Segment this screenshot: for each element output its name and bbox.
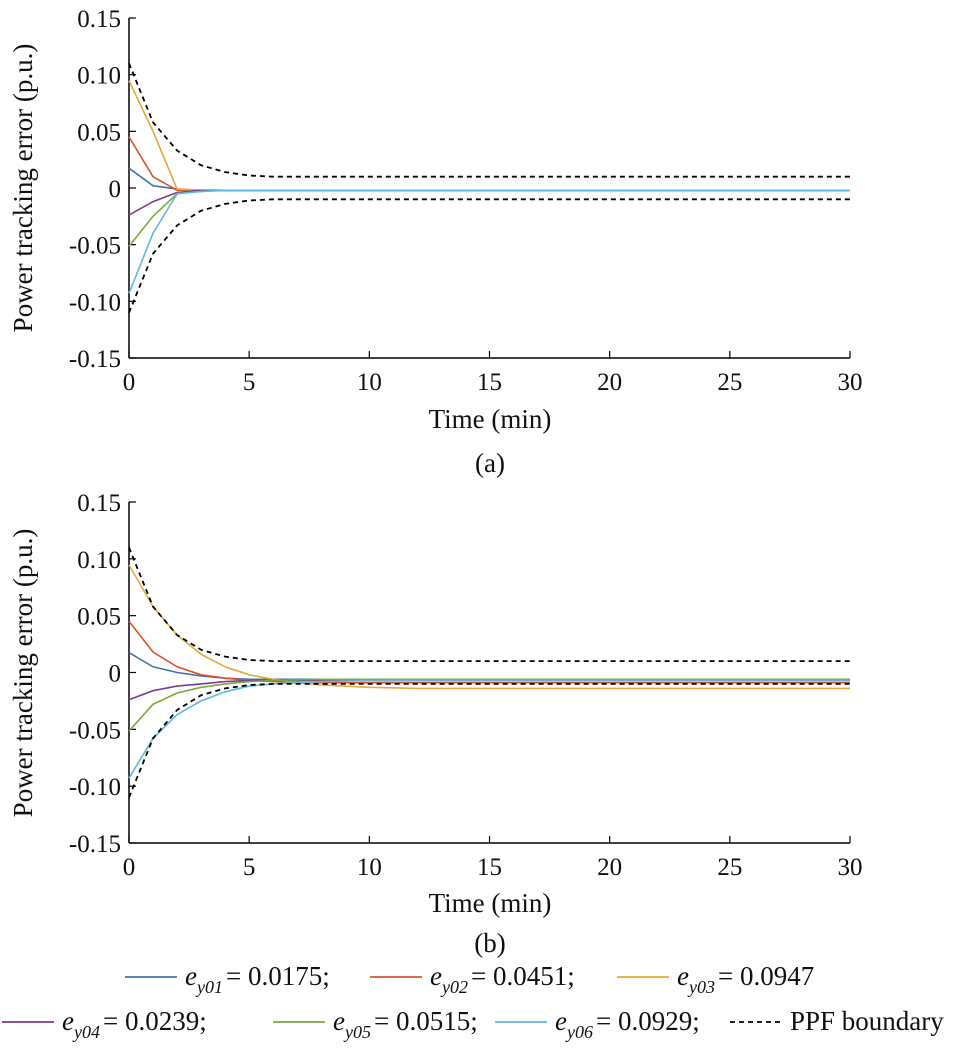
series-line-ey02: [128, 136, 850, 192]
y-tick-label: 0.15: [77, 6, 121, 33]
panel-a-caption: (a): [475, 448, 505, 478]
panel-b-caption: (b): [474, 928, 505, 958]
y-tick-label: 0: [109, 176, 122, 203]
legend-label: ey02 = 0.0451;: [430, 961, 575, 997]
x-tick-label: 5: [243, 369, 256, 396]
legend-var: e: [677, 961, 689, 991]
legend-var: e: [62, 1006, 74, 1036]
y-tick-label: -0.05: [69, 233, 121, 260]
legend-item: ey05 = 0.0515;: [273, 1006, 478, 1042]
y-tick-label: -0.10: [69, 774, 121, 801]
series-line-ppf-boundary: [128, 62, 850, 178]
legend-value: = 0.0175;: [226, 961, 330, 991]
legend-item: PPF boundary: [730, 1006, 944, 1036]
x-tick-label: 5: [243, 854, 256, 881]
legend-sub: y02: [440, 977, 468, 997]
legend-var: e: [555, 1006, 567, 1036]
legend-label: PPF boundary: [790, 1006, 944, 1036]
legend-value: = 0.0947: [718, 961, 814, 991]
y-tick-label: -0.15: [69, 346, 121, 373]
y-tick-label: -0.15: [69, 831, 121, 858]
x-tick-label: 10: [357, 369, 382, 396]
legend: ey01 = 0.0175; ey02 = 0.0451; ey03 = 0.0947ey…: [2, 961, 944, 1042]
y-tick-label: 0.10: [77, 547, 121, 574]
legend-value: = 0.0239;: [103, 1006, 207, 1036]
panel-b-xlabel: Time (min): [429, 888, 552, 918]
legend-sub: y01: [195, 977, 223, 997]
x-tick-label: 0: [123, 854, 136, 881]
series-line-ppf-boundary: [128, 198, 850, 314]
legend-item: ey02 = 0.0451;: [370, 961, 575, 997]
panel-a-xlabel: Time (min): [429, 404, 552, 434]
legend-var: e: [185, 961, 197, 991]
legend-label: ey03 = 0.0947: [677, 961, 814, 997]
y-tick-label: 0.05: [77, 604, 121, 631]
legend-label: ey04 = 0.0239;: [62, 1006, 207, 1042]
y-tick-label: -0.10: [69, 289, 121, 316]
legend-var: e: [333, 1006, 345, 1036]
series-line-ey02: [128, 620, 850, 684]
x-tick-label: 30: [838, 854, 863, 881]
legend-item: ey04 = 0.0239;: [2, 1006, 207, 1042]
y-tick-label: -0.05: [69, 717, 121, 744]
panel-a-ylabel: Power tracking error (p.u.): [8, 44, 38, 333]
x-tick-label: 25: [717, 854, 742, 881]
x-tick-label: 15: [477, 369, 502, 396]
x-tick-label: 25: [717, 369, 742, 396]
legend-value: = 0.0515;: [374, 1006, 478, 1036]
x-tick-label: 15: [477, 854, 502, 881]
legend-item: ey03 = 0.0947: [617, 961, 814, 997]
series-line-ey03: [128, 564, 850, 690]
series-line-ey05: [128, 678, 850, 732]
x-tick-label: 10: [357, 854, 382, 881]
chart-panel-a: (a) Time (min) Power tracking error (p.u…: [8, 6, 863, 478]
y-tick-label: 0.10: [77, 63, 121, 90]
legend-sub: y03: [687, 977, 715, 997]
legend-sub: y05: [343, 1022, 371, 1042]
y-tick-label: 0.15: [77, 490, 121, 517]
series-line-ey06: [128, 189, 850, 294]
series-line-ey01: [128, 167, 850, 192]
legend-var: e: [430, 961, 442, 991]
legend-item: ey06 = 0.0929;: [495, 1006, 700, 1042]
x-tick-label: 30: [838, 369, 863, 396]
series-line-ppf-boundary: [128, 683, 850, 798]
series-line-ppf-boundary: [128, 547, 850, 662]
legend-label: ey05 = 0.0515;: [333, 1006, 478, 1042]
chart-panel-b: (b) Time (min) Power tracking error (p.u…: [8, 490, 863, 958]
legend-item: ey01 = 0.0175;: [125, 961, 330, 997]
series-line-ey06: [128, 679, 850, 779]
x-tick-label: 0: [123, 369, 136, 396]
y-tick-label: 0: [109, 661, 122, 688]
legend-sub: y06: [565, 1022, 593, 1042]
legend-value: = 0.0929;: [596, 1006, 700, 1036]
panel-b-ylabel: Power tracking error (p.u.): [8, 529, 38, 818]
x-tick-label: 20: [597, 854, 622, 881]
legend-sub: y04: [72, 1022, 100, 1042]
legend-value: = 0.0451;: [471, 961, 575, 991]
x-tick-label: 20: [597, 369, 622, 396]
legend-label: ey01 = 0.0175;: [185, 961, 330, 997]
series-line-ey01: [128, 651, 850, 681]
legend-label: ey06 = 0.0929;: [555, 1006, 700, 1042]
y-tick-label: 0.05: [77, 119, 121, 146]
